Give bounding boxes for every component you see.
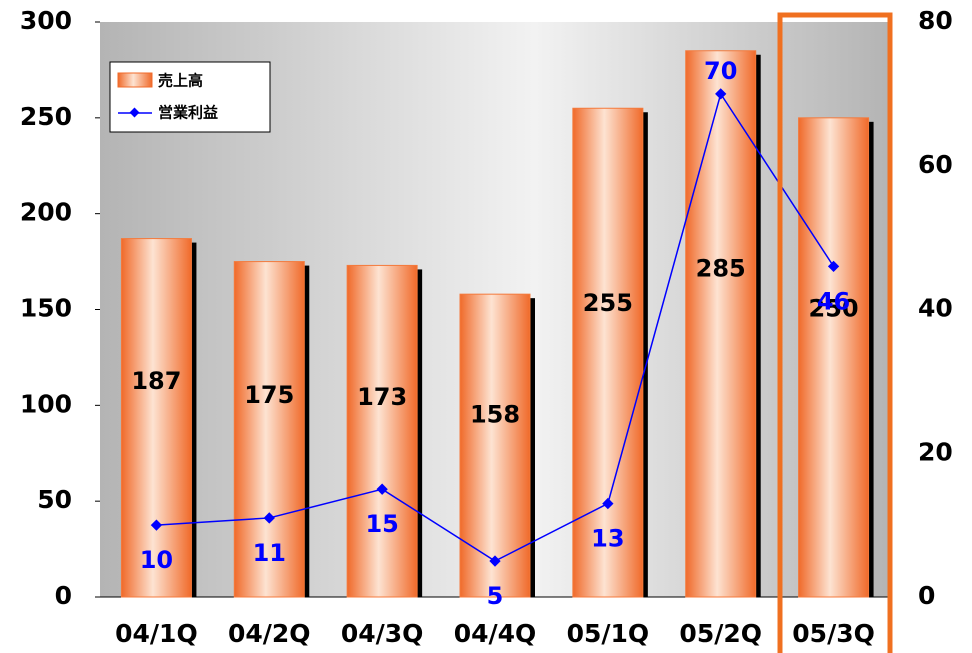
bar-value-label: 173 [357, 383, 407, 411]
y2-tick-label: 80 [918, 6, 953, 35]
bar [233, 261, 305, 598]
legend-label: 売上高 [158, 72, 203, 90]
line-marker [602, 497, 614, 510]
line-value-label: 13 [591, 525, 624, 553]
y-tick-label: 200 [20, 198, 72, 227]
x-tick-label: 04/2Q [228, 619, 311, 648]
bar [459, 293, 531, 598]
y2-tick-label: 20 [918, 437, 953, 466]
legend: 売上高 営業利益 [109, 61, 271, 133]
bar-value-label: 175 [244, 381, 294, 409]
y-tick-label: 150 [20, 294, 72, 323]
bar [798, 117, 870, 598]
y-tick-label: 100 [20, 389, 72, 418]
line-value-label: 10 [140, 546, 173, 574]
line-value-label: 5 [487, 582, 504, 610]
bar [685, 50, 757, 598]
y-tick-label: 300 [20, 6, 72, 35]
line-marker [150, 519, 163, 531]
x-tick-label: 05/1Q [567, 619, 650, 648]
bar-value-label: 285 [696, 254, 746, 282]
y-tick-label: 50 [37, 485, 72, 514]
x-tick-label: 04/3Q [341, 619, 424, 648]
highlight-box [777, 12, 893, 653]
legend-swatch-bar [117, 72, 153, 88]
y-tick-label: 250 [20, 102, 72, 131]
line-marker [376, 483, 388, 495]
bar-value-label: 187 [131, 367, 181, 395]
line-value-label: 15 [365, 510, 398, 538]
bar-value-label: 250 [809, 295, 859, 323]
y2-tick-label: 40 [918, 294, 953, 323]
bar-value-label: 255 [583, 289, 633, 317]
line-marker [827, 260, 840, 273]
line-marker [489, 555, 501, 567]
x-tick-label: 05/2Q [679, 619, 762, 648]
x-tick-label: 04/4Q [454, 619, 537, 648]
x-tick-label: 04/1Q [115, 619, 198, 648]
legend-label: 営業利益 [158, 104, 218, 122]
line-value-label: 46 [817, 287, 850, 315]
bar [346, 264, 418, 598]
x-tick-label: 05/3Q [792, 619, 875, 648]
bar-value-label: 158 [470, 400, 520, 428]
line-value-label: 11 [253, 539, 286, 567]
legend-marker [129, 107, 140, 118]
line-value-label: 70 [704, 57, 737, 85]
y-tick-label: 0 [55, 581, 72, 610]
y2-tick-label: 0 [918, 581, 935, 610]
line-marker [263, 512, 275, 524]
y2-tick-label: 60 [918, 150, 953, 179]
bar [120, 238, 192, 598]
